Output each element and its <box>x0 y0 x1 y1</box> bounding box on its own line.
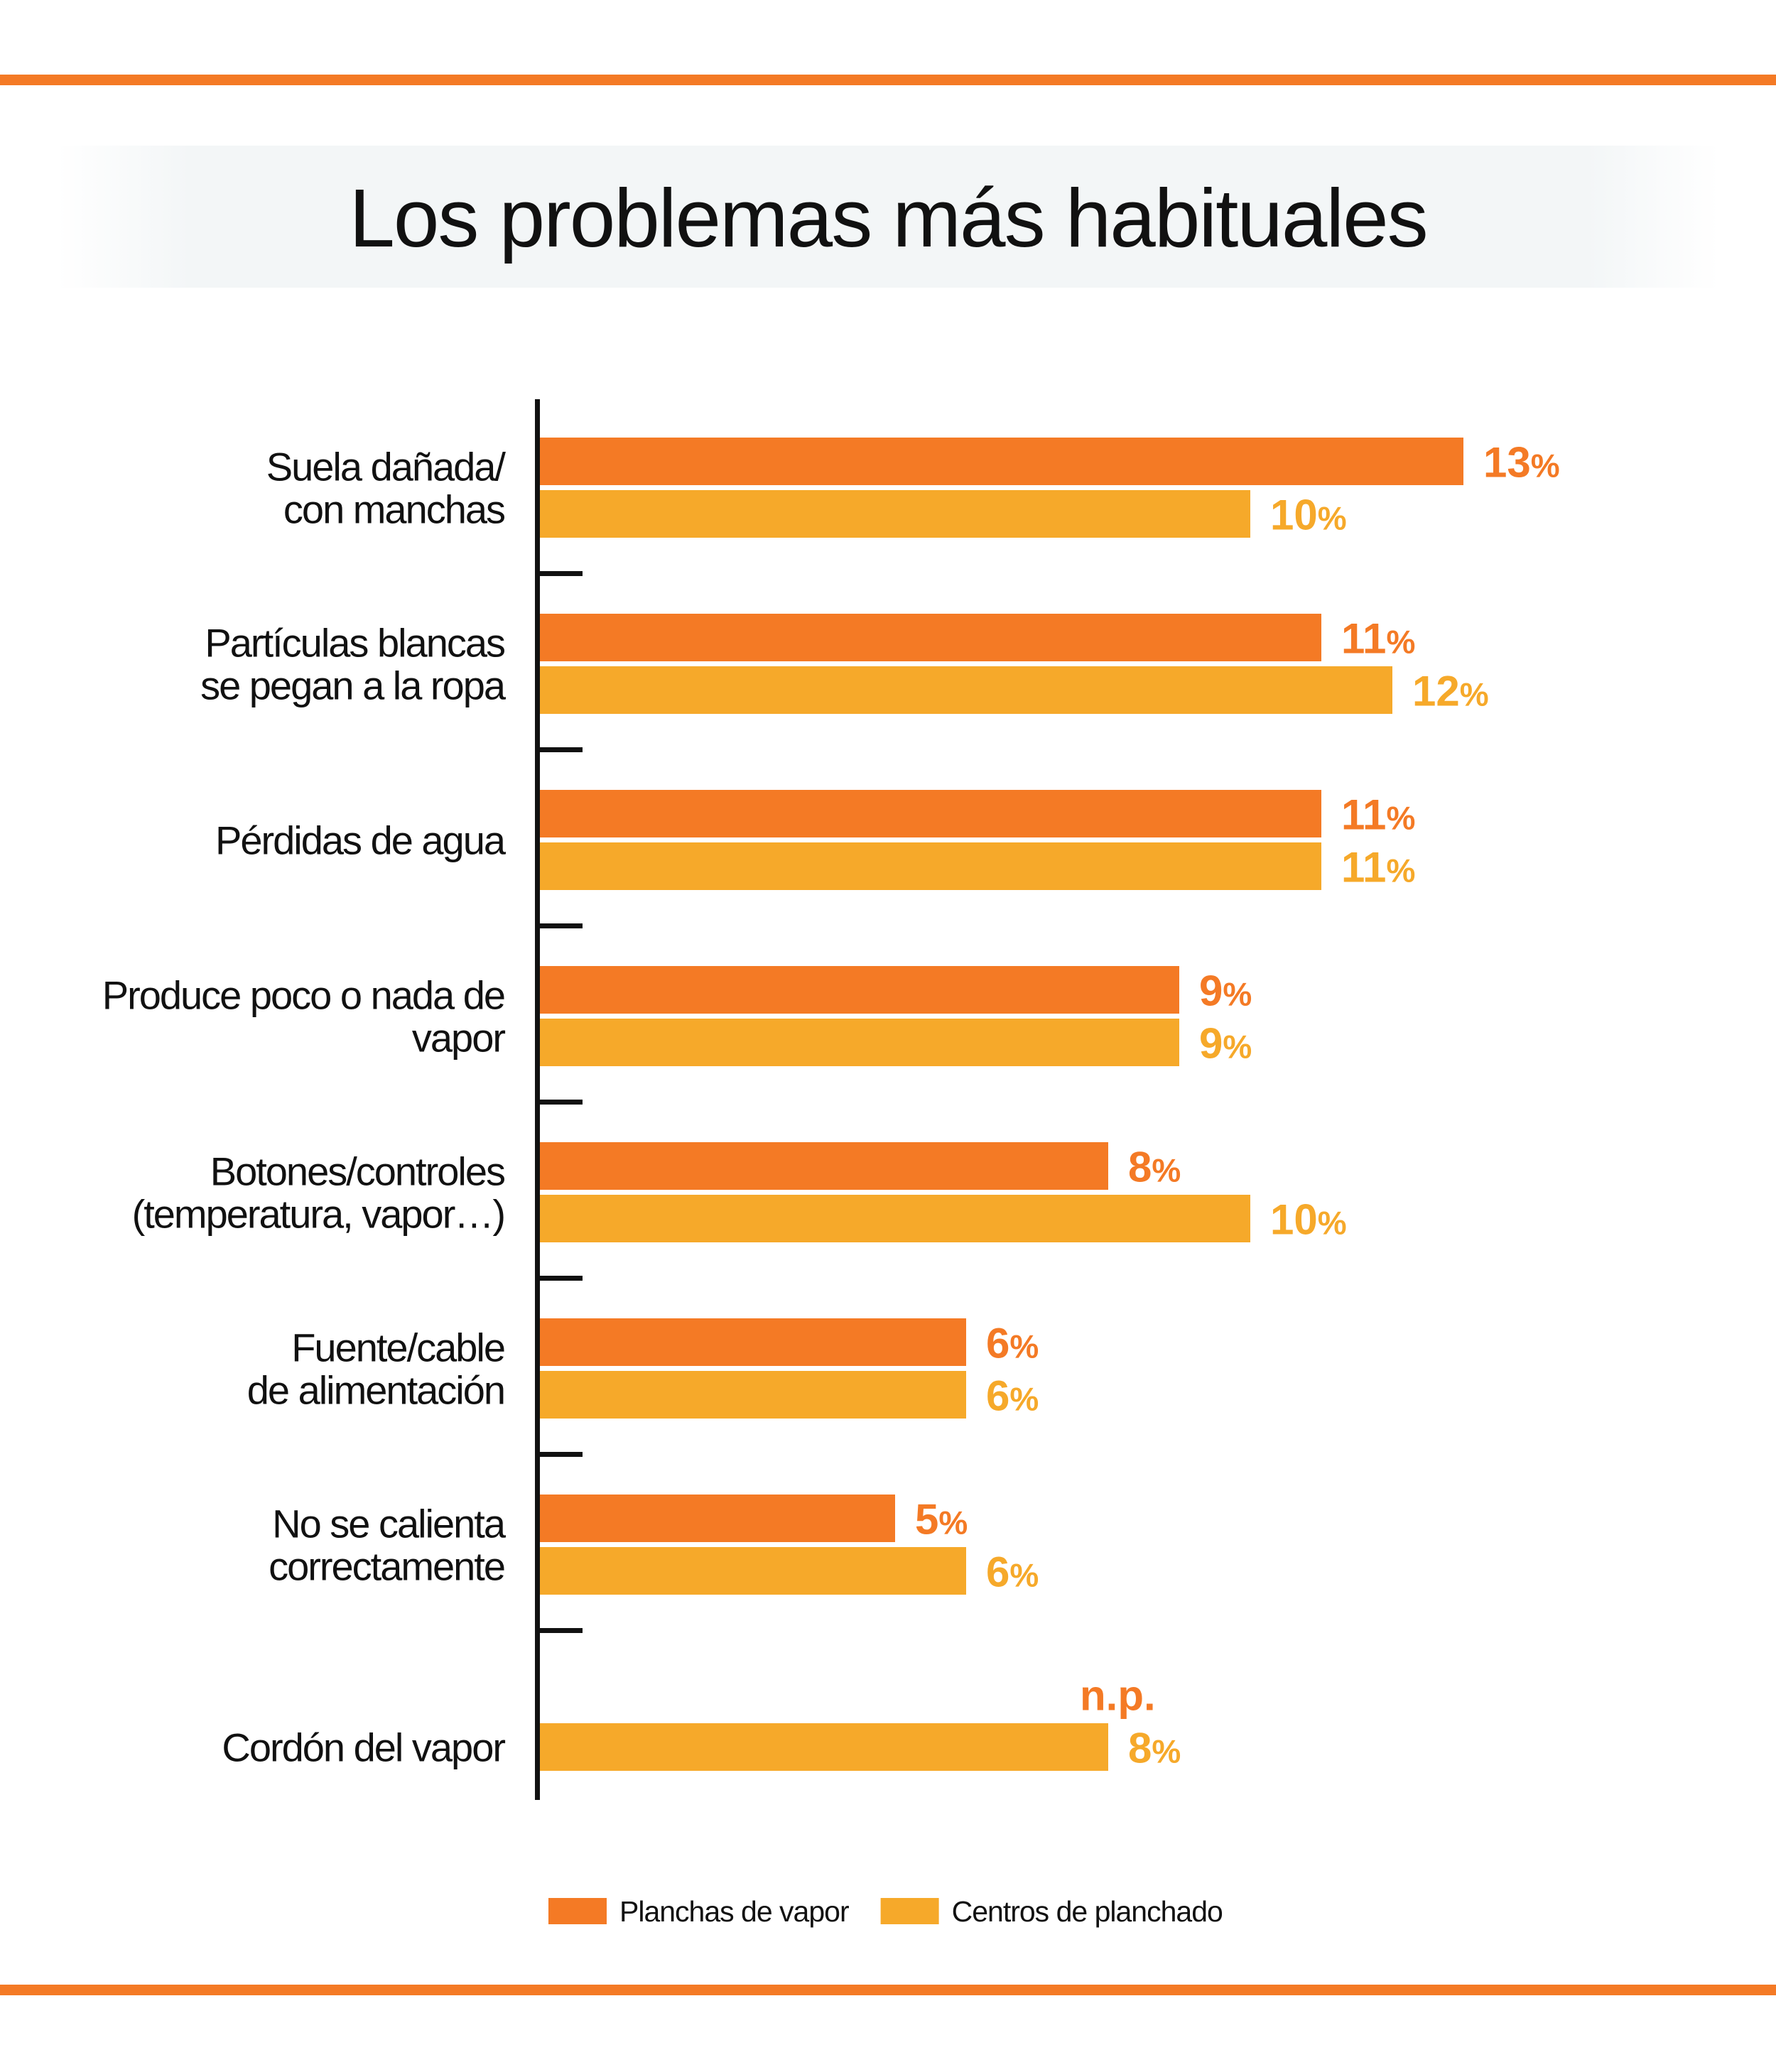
value-label: 13% <box>1483 439 1560 487</box>
legend-swatch <box>548 1898 607 1924</box>
y-axis-line <box>535 399 540 1800</box>
title-band <box>57 146 1719 288</box>
bar <box>540 842 1321 890</box>
top-rule <box>0 75 1776 85</box>
category-label: con manchas <box>283 487 504 532</box>
bottom-rule <box>0 1985 1776 1995</box>
bar <box>540 790 1321 837</box>
category-label: Fuente/cable <box>291 1325 504 1370</box>
category-label: Produce poco o nada de <box>102 973 504 1018</box>
value-label: 11% <box>1341 791 1415 839</box>
legend-label: Planchas de vapor <box>619 1895 849 1928</box>
value-label: 8% <box>1128 1725 1181 1772</box>
category-label: Botones/controles <box>210 1149 504 1194</box>
value-label: 6% <box>986 1320 1039 1367</box>
bar <box>540 1019 1179 1066</box>
legend-label: Centros de planchado <box>952 1895 1223 1928</box>
bar <box>540 1723 1108 1771</box>
chart-title: Los problemas más habituales <box>349 172 1428 264</box>
category-label: correctamente <box>269 1544 504 1589</box>
value-label: 5% <box>915 1496 968 1544</box>
category-label: Partículas blancas <box>205 621 504 666</box>
value-label: 6% <box>986 1548 1039 1596</box>
bar <box>540 614 1321 661</box>
bar <box>540 666 1392 714</box>
category-label: Pérdidas de agua <box>215 818 507 863</box>
legend-swatch <box>880 1898 939 1924</box>
axis-tick <box>540 747 583 752</box>
category-label: se pegan a la ropa <box>200 663 507 708</box>
axis-tick <box>540 1276 583 1281</box>
category-label: (temperatura, vapor…) <box>132 1192 504 1237</box>
value-label: 9% <box>1199 1020 1252 1068</box>
bar <box>540 1195 1250 1242</box>
value-label: 6% <box>986 1372 1039 1420</box>
category-label: Cordón del vapor <box>222 1725 505 1770</box>
bar <box>540 438 1463 485</box>
axis-tick <box>540 571 583 576</box>
bar <box>540 1142 1108 1190</box>
value-label: n.p. <box>1080 1672 1156 1720</box>
bar <box>540 966 1179 1014</box>
category-label: Suela dañada/ <box>266 445 507 489</box>
category-label: de alimentación <box>247 1368 504 1413</box>
value-label: 8% <box>1128 1144 1181 1191</box>
axis-tick <box>540 923 583 928</box>
value-label: 10% <box>1270 1196 1347 1244</box>
axis-tick <box>540 1452 583 1457</box>
bar <box>540 1547 966 1595</box>
value-label: 11% <box>1341 615 1415 663</box>
value-label: 11% <box>1341 844 1415 891</box>
bar <box>540 1371 966 1419</box>
value-label: 12% <box>1412 668 1489 715</box>
bar <box>540 1495 895 1542</box>
category-label: No se calienta <box>272 1502 507 1546</box>
value-label: 9% <box>1199 967 1252 1015</box>
category-label: vapor <box>412 1016 505 1061</box>
value-label: 10% <box>1270 492 1347 539</box>
bar <box>540 490 1250 538</box>
bar <box>540 1318 966 1366</box>
axis-tick <box>540 1100 583 1105</box>
axis-tick <box>540 1628 583 1633</box>
